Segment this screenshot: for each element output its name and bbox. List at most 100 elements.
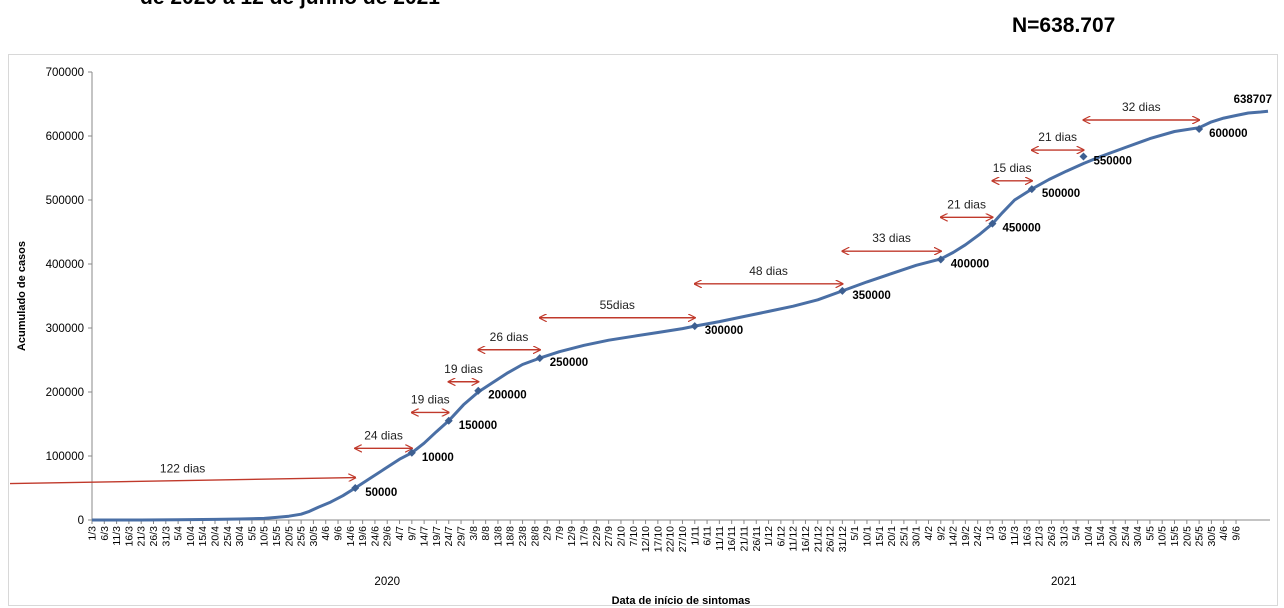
interval-label: 55dias bbox=[600, 298, 635, 312]
x-tick-label: 25/1 bbox=[898, 526, 910, 547]
x-tick-label: 12/10 bbox=[640, 526, 652, 552]
x-tick-label: 16/12 bbox=[800, 526, 812, 552]
x-tick-label: 11/12 bbox=[788, 526, 800, 552]
x-tick-label: 26/3 bbox=[148, 526, 160, 547]
x-tick-label: 1/3 bbox=[984, 526, 996, 541]
milestone-label: 600000 bbox=[1209, 128, 1247, 140]
x-tick-label: 25/5 bbox=[1194, 526, 1206, 547]
y-tick-label: 700000 bbox=[46, 67, 84, 79]
x-tick-label: 30/4 bbox=[1132, 526, 1144, 547]
y-tick-label: 300000 bbox=[46, 323, 84, 335]
x-tick-label: 15/5 bbox=[1169, 526, 1181, 547]
milestone-marker bbox=[1195, 124, 1204, 133]
x-tick-label: 23/8 bbox=[517, 526, 529, 547]
x-tick-label: 5/5 bbox=[1144, 526, 1156, 541]
x-tick-label: 6/3 bbox=[99, 526, 111, 541]
x-tick-label: 9/2 bbox=[935, 526, 947, 541]
milestone-label: 400000 bbox=[951, 259, 989, 271]
milestone-marker bbox=[407, 448, 416, 457]
x-tick-label: 4/2 bbox=[923, 526, 935, 541]
x-tick-label: 2/10 bbox=[615, 526, 627, 547]
x-tick-label: 1/12 bbox=[763, 526, 775, 547]
x-tick-label: 12/9 bbox=[566, 526, 578, 547]
x-tick-label: 21/3 bbox=[136, 526, 148, 547]
x-tick-label: 19/7 bbox=[431, 526, 443, 547]
year-labels: 2020 2021 bbox=[374, 576, 1076, 588]
x-tick-label: 10/5 bbox=[1157, 526, 1169, 547]
y-tick-label: 600000 bbox=[46, 131, 84, 143]
x-tick-label: 25/4 bbox=[222, 526, 234, 547]
x-tick-label: 31/3 bbox=[1058, 526, 1070, 547]
x-tick-label: 24/2 bbox=[972, 526, 984, 547]
x-tick-label: 10/5 bbox=[259, 526, 271, 547]
milestone-markers: 50000 10000 150000 200000 250000 300000 350000… bbox=[351, 124, 1247, 499]
x-tick-label: 4/6 bbox=[1218, 526, 1230, 541]
x-tick-label: 17/10 bbox=[652, 526, 664, 552]
interval-label: 15 dias bbox=[993, 161, 1032, 175]
x-tick-label: 25/5 bbox=[296, 526, 308, 547]
interval-label: 19 dias bbox=[444, 362, 483, 376]
milestone-marker bbox=[474, 386, 483, 395]
x-tick-label: 18/8 bbox=[505, 526, 517, 547]
x-tick-label: 31/12 bbox=[837, 526, 849, 552]
interval-label: 33 dias bbox=[872, 231, 911, 245]
x-tick-label: 30/1 bbox=[911, 526, 923, 547]
series-line bbox=[92, 109, 1269, 522]
y-tick-label: 0 bbox=[78, 515, 84, 527]
x-tick-label: 9/6 bbox=[333, 526, 345, 541]
x-tick-label: 27/10 bbox=[677, 526, 689, 552]
x-tick-label: 28/8 bbox=[529, 526, 541, 547]
x-tick-label: 13/8 bbox=[492, 526, 504, 547]
x-tick-label: 2/9 bbox=[542, 526, 554, 541]
x-tick-label: 15/1 bbox=[874, 526, 886, 547]
interval-label: 26 dias bbox=[490, 330, 529, 344]
milestone-marker bbox=[838, 286, 847, 295]
interval-label: 122 dias bbox=[160, 462, 205, 476]
milestone-label: 550000 bbox=[1093, 155, 1131, 167]
interval-label: 21 dias bbox=[1038, 130, 1077, 144]
x-tick-label: 6/11 bbox=[702, 526, 714, 546]
x-tick-label: 22/10 bbox=[665, 526, 677, 552]
x-tick-label: 16/3 bbox=[1021, 526, 1033, 547]
x-tick-label: 5/4 bbox=[1071, 526, 1083, 541]
x-tick-label: 26/11 bbox=[751, 526, 763, 552]
x-tick-label: 29/6 bbox=[382, 526, 394, 547]
x-tick-label: 15/4 bbox=[197, 526, 209, 547]
x-tick-label: 24/6 bbox=[369, 526, 381, 547]
x-tick-label: 20/5 bbox=[1181, 526, 1193, 547]
x-tick-label: 15/5 bbox=[271, 526, 283, 547]
x-tick-label: 30/5 bbox=[1206, 526, 1218, 547]
x-tick-label: 5/1 bbox=[849, 526, 861, 541]
y-axis-ticks: 0 100000 200000 300000 400000 500000 600000 700… bbox=[46, 67, 92, 527]
x-tick-label: 16/11 bbox=[726, 526, 738, 552]
x-tick-label: 25/4 bbox=[1120, 526, 1132, 547]
milestone-label: 10000 bbox=[422, 452, 454, 464]
interval-arrow bbox=[9, 478, 355, 485]
interval-arrows: 122 dias 24 dias 19 dias 19 dias 26 dias 55di… bbox=[9, 100, 1199, 485]
x-tick-label: 20/4 bbox=[210, 526, 222, 547]
x-tick-label: 22/9 bbox=[591, 526, 603, 547]
x-tick-label: 14/6 bbox=[345, 526, 357, 547]
x-tick-label: 9/7 bbox=[406, 526, 418, 541]
x-tick-label: 10/1 bbox=[861, 526, 873, 547]
chart-frame bbox=[8, 54, 1278, 606]
y-tick-label: 500000 bbox=[46, 195, 84, 207]
interval-label: 24 dias bbox=[364, 428, 403, 442]
x-axis-title: Data de início de sintomas bbox=[612, 595, 751, 607]
y-tick-label: 200000 bbox=[46, 387, 84, 399]
milestone-label: 300000 bbox=[705, 325, 743, 337]
y-tick-label: 100000 bbox=[46, 451, 84, 463]
x-tick-label: 15/4 bbox=[1095, 526, 1107, 547]
y-tick-label: 400000 bbox=[46, 259, 84, 271]
x-tick-label: 4/6 bbox=[320, 526, 332, 541]
x-tick-label: 30/4 bbox=[234, 526, 246, 547]
x-tick-label: 11/11 bbox=[714, 526, 726, 551]
milestone-marker bbox=[535, 354, 544, 363]
year-label: 2020 bbox=[374, 576, 400, 588]
milestone-label: 250000 bbox=[550, 357, 588, 369]
y-axis-title: Acumulado de casos bbox=[16, 241, 28, 351]
x-tick-label: 9/6 bbox=[1231, 526, 1243, 541]
x-tick-label: 11/3 bbox=[111, 526, 123, 546]
milestone-label: 50000 bbox=[365, 487, 397, 499]
